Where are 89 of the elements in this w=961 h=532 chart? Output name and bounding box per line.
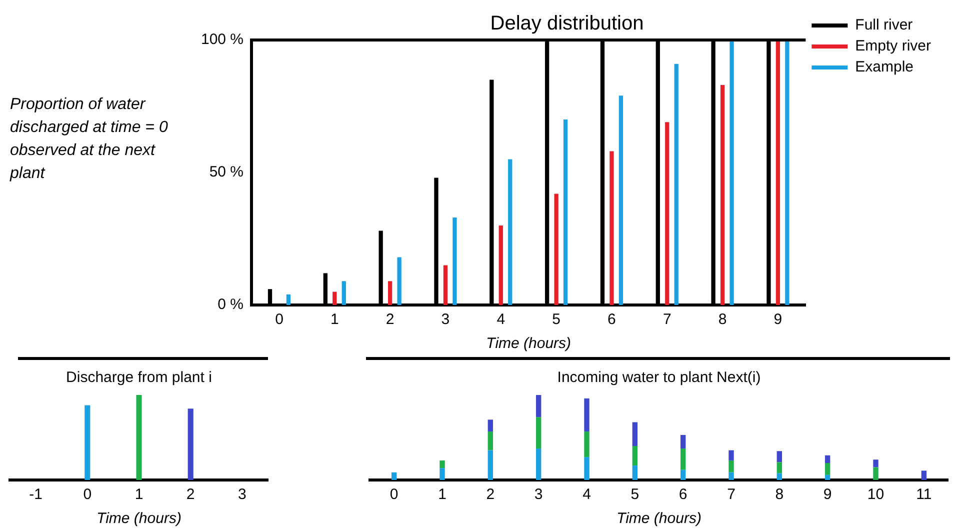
bar [452, 218, 457, 305]
bar [440, 468, 445, 480]
bar [776, 462, 782, 474]
x-tick-label: 8 [775, 486, 784, 504]
x-tick-label: -1 [29, 486, 42, 504]
bar [618, 96, 624, 305]
x-tick-label: 0 [275, 311, 284, 328]
x-tick-label: 7 [727, 486, 736, 504]
chart-title: Discharge from plant i [66, 369, 212, 386]
x-tick-label: 9 [823, 486, 832, 504]
x-tick-label: 4 [582, 486, 591, 504]
bar [584, 457, 590, 480]
bar [665, 122, 670, 305]
x-tick-label: 7 [662, 311, 672, 328]
bar [332, 292, 337, 305]
x-tick-label: 3 [534, 486, 543, 504]
bar [728, 450, 734, 460]
bar [632, 466, 638, 480]
x-tick-label: 3 [441, 311, 450, 328]
x-tick-label: 0 [390, 486, 398, 504]
bar [391, 472, 397, 480]
x-tick-label: 5 [552, 311, 560, 328]
x-tick-label: 2 [186, 486, 195, 504]
x-tick-label: 11 [916, 486, 932, 504]
bar [632, 422, 638, 446]
bar [720, 85, 725, 305]
bar [776, 40, 780, 305]
y-axis-title: Proportion of water discharged at time = 0 observed at the next plant [10, 95, 169, 184]
bar [397, 257, 402, 305]
x-tick-label: 3 [238, 486, 246, 504]
bar [680, 470, 686, 480]
legend-label: Empty river [855, 38, 932, 55]
y-tick-label: 100 % [200, 31, 244, 48]
x-tick-label: 6 [608, 311, 616, 328]
bar [536, 417, 542, 449]
legend-label: Full river [855, 16, 913, 34]
x-tick-label: 1 [330, 311, 339, 328]
x-tick-label: 9 [774, 311, 782, 328]
bar [632, 446, 638, 466]
bar [286, 294, 291, 305]
bar [584, 432, 590, 458]
bar [536, 395, 542, 418]
x-tick-label: 5 [630, 486, 640, 504]
x-axis-title: Time (hours) [486, 335, 572, 352]
chart-title: Delay distribution [490, 12, 644, 35]
bar [728, 472, 734, 480]
bar [730, 40, 734, 305]
bar [508, 159, 512, 305]
bar [776, 451, 782, 462]
bar [443, 265, 448, 305]
bar [680, 434, 686, 449]
y-tick-label: 0 % [218, 296, 244, 314]
x-tick-label: 2 [386, 311, 394, 328]
bar [488, 450, 494, 480]
bar [680, 448, 686, 470]
bar [536, 448, 542, 480]
bar [785, 40, 790, 305]
x-axis-title: Time (hours) [616, 510, 702, 528]
x-tick-label: 6 [678, 486, 688, 504]
bar [498, 226, 503, 305]
y-tick-label: 50 % [209, 164, 244, 181]
x-tick-label: 2 [486, 486, 495, 504]
legend-label: Example [855, 58, 914, 76]
bar [610, 151, 614, 305]
bar [488, 420, 494, 432]
x-tick-label: 4 [496, 311, 506, 328]
bar [824, 455, 830, 463]
x-tick-label: 1 [134, 486, 144, 504]
bar [342, 281, 346, 305]
x-tick-label: 10 [867, 486, 884, 504]
bar [728, 460, 734, 472]
bar [873, 460, 878, 468]
x-tick-label: 1 [438, 486, 446, 504]
chart-title: Incoming water to plant Next(i) [557, 369, 761, 386]
bar [563, 120, 568, 305]
bar [488, 432, 494, 450]
x-tick-label: 8 [718, 311, 727, 328]
bar [440, 460, 445, 468]
bar [554, 194, 558, 305]
bar [873, 467, 878, 480]
bar [824, 474, 830, 480]
bar [674, 64, 678, 305]
bar [776, 473, 782, 480]
bar [584, 398, 590, 432]
bar [388, 281, 392, 305]
bar [921, 470, 927, 480]
bar [824, 463, 830, 475]
x-axis-title: Time (hours) [96, 510, 182, 528]
x-tick-label: 0 [83, 486, 92, 504]
